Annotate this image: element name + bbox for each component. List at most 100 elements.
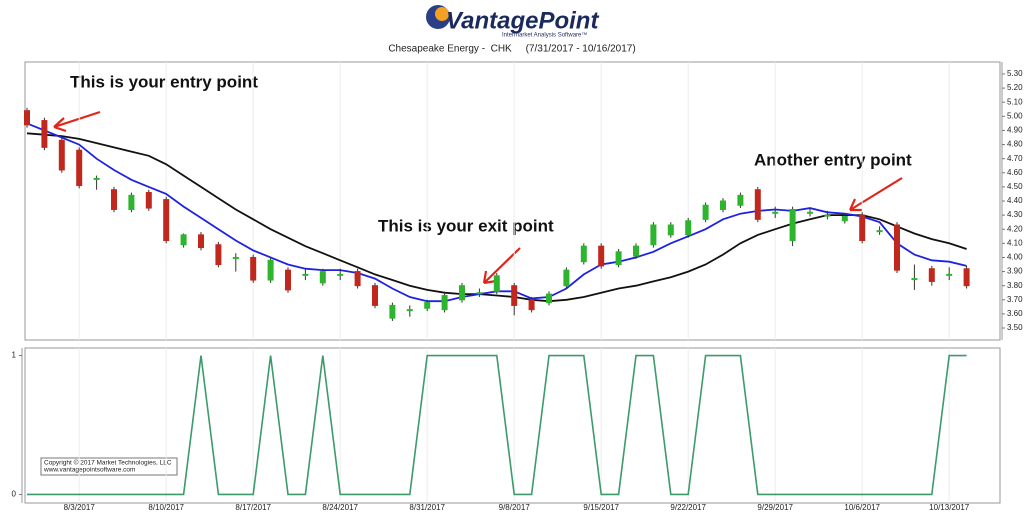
candle-body	[894, 224, 900, 271]
candle-body	[528, 299, 535, 311]
candle-body	[180, 234, 187, 246]
candle-body	[772, 211, 779, 214]
copyright: Copyright © 2017 Market Technologies, LL…	[44, 459, 172, 467]
y-tick-label: 4.70	[1007, 154, 1023, 163]
candle-body	[389, 304, 396, 319]
logo-tagline: Intermarket Analysis Software™	[502, 32, 587, 39]
candle-body	[667, 224, 674, 236]
copyright-url: www.vantagepointsoftware.com	[43, 467, 135, 474]
candle-body	[302, 273, 309, 276]
x-tick-label: 10/6/2017	[844, 503, 880, 512]
moving-average	[26, 132, 967, 303]
y-tick-label: 0	[12, 490, 17, 499]
candle-body	[76, 149, 83, 186]
candle-body	[963, 268, 970, 287]
copyright-box	[40, 457, 178, 476]
candle-body	[650, 224, 657, 246]
candle-body	[424, 302, 431, 309]
candle-body	[93, 177, 100, 180]
candle-body	[633, 245, 639, 257]
candle-body	[615, 251, 622, 266]
candle-body	[807, 211, 813, 214]
y-tick-label: 5.00	[1007, 111, 1023, 120]
candle-body	[267, 259, 274, 281]
annotation: This is your entry point	[70, 72, 258, 91]
y-tick-label: 5.30	[1007, 69, 1023, 78]
candle-body	[493, 275, 500, 292]
x-tick-label: 8/31/2017	[409, 503, 445, 512]
candle-body	[580, 245, 587, 263]
y-tick-label: 1	[12, 351, 17, 360]
candle-body	[232, 256, 239, 259]
candle-body	[789, 208, 796, 242]
candle-body	[111, 189, 117, 210]
candle-body	[163, 199, 170, 242]
candle-body	[476, 292, 483, 295]
candle-body	[250, 256, 257, 281]
y-tick-label: 4.60	[1007, 168, 1023, 177]
arrows	[53, 110, 903, 285]
y-tick-label: 4.80	[1007, 140, 1023, 149]
candle-body	[41, 120, 48, 148]
logo: VantagePoint	[446, 7, 599, 34]
y-tick-label: 4.20	[1007, 224, 1023, 233]
y-tick-label: 5.10	[1007, 97, 1023, 106]
candle-body	[685, 220, 692, 236]
candle-body	[459, 285, 465, 301]
candle-body	[841, 216, 848, 222]
signal-panel	[24, 347, 1001, 504]
candle-body	[928, 268, 935, 282]
candle-body	[198, 234, 204, 249]
annotation: This is your exit point	[378, 216, 554, 235]
candle-body	[876, 230, 883, 233]
price-panel	[24, 61, 1001, 341]
candle-body	[754, 189, 761, 220]
candle-body	[58, 139, 65, 171]
x-tick-label: 9/22/2017	[670, 503, 706, 512]
x-tick-label: 8/3/2017	[64, 503, 96, 512]
candle-body	[563, 269, 570, 287]
candle-body	[24, 110, 30, 126]
candle-body	[720, 200, 726, 210]
candle-body	[128, 194, 135, 210]
candle-body	[285, 269, 291, 291]
candle-body	[337, 273, 344, 276]
candle-body	[859, 214, 866, 242]
candle-body	[145, 192, 152, 209]
arrow	[53, 110, 101, 133]
y-tick-label: 3.60	[1007, 309, 1023, 318]
chart-title: Chesapeake Energy - CHK (7/31/2017 - 10/…	[388, 44, 635, 55]
y-tick-label: 4.10	[1007, 238, 1023, 247]
y-tick-label: 4.90	[1007, 126, 1023, 135]
y-tick-label: 3.80	[1007, 281, 1023, 290]
candle-body	[911, 278, 918, 281]
x-tick-label: 8/24/2017	[322, 503, 358, 512]
y-tick-label: 4.30	[1007, 210, 1023, 219]
x-tick-label: 9/8/2017	[499, 503, 531, 512]
y-tick-label: 5.20	[1007, 83, 1023, 92]
candle-body	[737, 194, 744, 206]
candle-body	[406, 309, 413, 312]
y-tick-label: 4.40	[1007, 196, 1023, 205]
y-tick-label: 3.90	[1007, 267, 1023, 276]
y-tick-label: 3.70	[1007, 295, 1023, 304]
arrow	[848, 177, 903, 212]
y-tick-label: 4.00	[1007, 253, 1023, 262]
y-tick-label: 3.50	[1007, 323, 1023, 332]
candle-body	[598, 245, 605, 267]
y-tick-label: 4.50	[1007, 182, 1023, 191]
x-tick-label: 8/10/2017	[148, 503, 184, 512]
candle-body	[511, 285, 518, 306]
candle-body	[354, 271, 361, 287]
x-tick-label: 10/13/2017	[929, 503, 970, 512]
candle-body	[702, 204, 709, 220]
x-tick-label: 8/17/2017	[235, 503, 271, 512]
candle-body	[441, 295, 448, 311]
candle-body	[546, 293, 552, 304]
x-tick-label: 9/15/2017	[583, 503, 619, 512]
signal-line	[27, 354, 967, 496]
x-tick-label: 9/29/2017	[757, 503, 793, 512]
candle-body	[215, 244, 222, 266]
candle-body	[824, 214, 831, 217]
